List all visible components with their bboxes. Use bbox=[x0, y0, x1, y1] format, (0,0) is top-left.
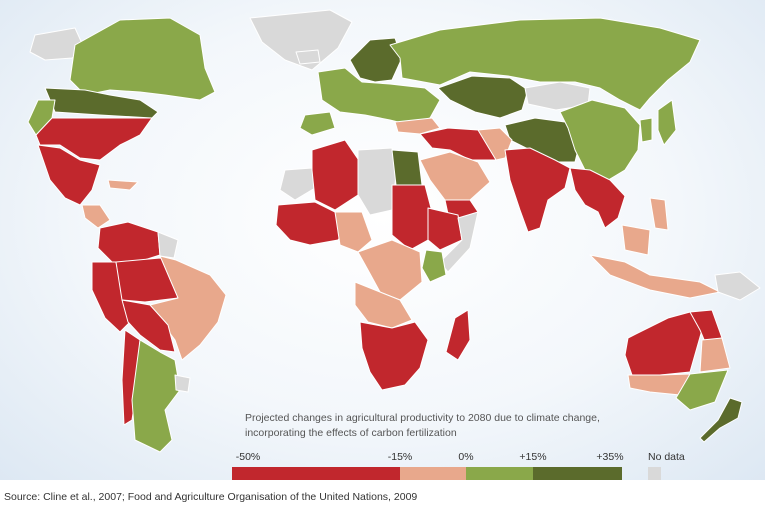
region-india bbox=[504, 147, 571, 233]
map-caption: Projected changes in agricultural produc… bbox=[245, 411, 645, 441]
legend-no-data-label: No data bbox=[648, 451, 685, 463]
region-australia-west bbox=[624, 311, 703, 376]
region-central-america bbox=[81, 179, 139, 229]
region-egypt bbox=[391, 149, 423, 186]
region-canada bbox=[69, 17, 216, 101]
region-alaska bbox=[29, 27, 86, 61]
region-iceland bbox=[295, 49, 321, 65]
legend-segment-strong-decline bbox=[232, 467, 400, 480]
caption-line-2: incorporating the effects of carbon fert… bbox=[245, 427, 457, 439]
caption-line-1: Projected changes in agricultural produc… bbox=[245, 412, 600, 424]
region-iberia bbox=[299, 111, 336, 136]
region-argentina bbox=[131, 339, 181, 453]
region-mexico bbox=[37, 144, 101, 206]
region-iran bbox=[477, 127, 513, 161]
region-kazakhstan bbox=[437, 75, 529, 119]
world-map bbox=[27, 9, 761, 453]
region-algeria bbox=[311, 139, 361, 211]
legend-tick-minus-50: -50% bbox=[235, 451, 261, 463]
region-madagascar bbox=[445, 309, 471, 361]
region-australia-south-east bbox=[675, 369, 729, 411]
region-papua bbox=[714, 271, 761, 301]
region-colombia-venezuela bbox=[97, 221, 161, 263]
region-southeast-asia bbox=[569, 167, 626, 229]
source-note: Source: Cline et al., 2007; Food and Agr… bbox=[4, 491, 418, 503]
region-korea-japan bbox=[639, 99, 677, 146]
region-guianas bbox=[157, 231, 179, 259]
region-usa-north bbox=[44, 87, 159, 119]
region-brazil-east bbox=[149, 255, 227, 361]
legend-segment-gain bbox=[466, 467, 533, 480]
legend-segment-strong-gain bbox=[533, 467, 622, 480]
region-usa-south bbox=[35, 117, 153, 161]
region-gulf-of-guinea bbox=[334, 211, 373, 253]
region-angola bbox=[354, 281, 413, 329]
region-libya bbox=[357, 147, 397, 216]
legend-tick-minus-15: -15% bbox=[387, 451, 413, 463]
region-somalia bbox=[439, 211, 479, 273]
region-west-africa bbox=[275, 201, 349, 246]
region-arabia bbox=[419, 151, 491, 201]
map-frame: Projected changes in agricultural produc… bbox=[0, 0, 765, 480]
region-australia-east bbox=[699, 337, 731, 373]
region-central-africa bbox=[357, 239, 423, 301]
region-ethiopia bbox=[427, 207, 463, 251]
region-china-east bbox=[559, 99, 641, 183]
region-china-west bbox=[504, 117, 581, 163]
region-western-sahara bbox=[279, 167, 316, 201]
region-bolivia-paraguay bbox=[121, 299, 176, 353]
legend-segment-decline bbox=[400, 467, 466, 480]
legend-tick-plus-35: +35% bbox=[596, 451, 624, 463]
region-uruguay bbox=[174, 374, 191, 393]
legend-no-data-swatch bbox=[648, 467, 661, 480]
region-kenya bbox=[421, 249, 447, 283]
region-philippines bbox=[649, 197, 669, 231]
region-sudan bbox=[391, 184, 433, 251]
legend-tick-plus-15: +15% bbox=[519, 451, 547, 463]
region-southern-africa bbox=[359, 321, 429, 391]
region-indonesia bbox=[589, 224, 721, 299]
region-new-zealand bbox=[699, 397, 743, 443]
legend-tick-zero: 0% bbox=[458, 451, 474, 463]
region-turkey bbox=[394, 117, 441, 135]
region-scandinavia bbox=[349, 37, 403, 83]
region-russia bbox=[389, 17, 701, 111]
region-greenland bbox=[249, 9, 353, 71]
